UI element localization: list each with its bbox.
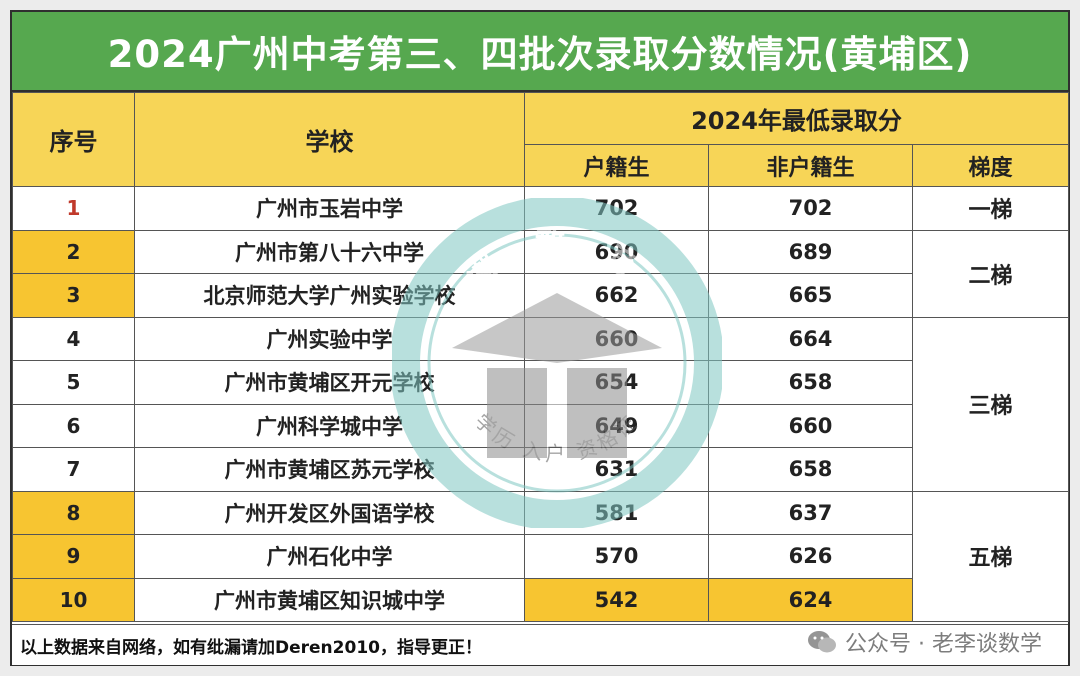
local-score: 649 [524,403,709,448]
row-index: 7 [12,447,135,492]
school-name: 广州市玉岩中学 [134,186,525,231]
header-nonlocal: 非户籍生 [708,144,913,187]
school-name: 广州开发区外国语学校 [134,490,525,535]
table-row: 8 广州开发区外国语学校 581 637 五梯 [12,490,1070,622]
nonlocal-score: 637 [708,490,913,535]
page-title: 2024广州中考第三、四批次录取分数情况(黄埔区) [12,12,1068,92]
row-index: 2 [12,229,135,274]
footer: 以上数据来自网络，如有纰漏请加Deren2010，指导更正！ [12,624,1068,665]
local-score: 662 [524,273,709,318]
local-score: 542 [524,577,709,622]
table-row: 3 北京师范大学广州实验学校 662 665 [12,273,1069,318]
local-score: 654 [524,360,709,405]
school-name: 广州市黄埔区知识城中学 [134,577,525,622]
local-score: 570 [524,534,709,579]
nonlocal-score: 689 [708,229,913,274]
score-table-card: 2024广州中考第三、四批次录取分数情况(黄埔区) 序号 学校 2024年最低录… [10,10,1070,666]
nonlocal-score: 665 [708,273,913,318]
table-row: 1 广州市玉岩中学 702 702 一梯 [12,186,1070,231]
header-local: 户籍生 [524,144,709,187]
table-row: 5 广州市黄埔区开元学校 654 658 [12,360,1069,405]
local-score: 702 [524,186,709,231]
nonlocal-score: 660 [708,403,913,448]
table-row: 7 广州市黄埔区苏元学校 631 658 [12,447,1069,492]
score-table: 序号 学校 2024年最低录取分 户籍生 非户籍生 梯度 1 广州市玉岩中学 7… [12,92,1070,622]
school-name: 北京师范大学广州实验学校 [134,273,525,318]
row-index: 9 [12,534,135,579]
header-tier: 梯度 [911,144,1070,187]
row-index: 6 [12,403,135,448]
local-score: 690 [524,229,709,274]
header-min-score-group: 2024年最低录取分 [523,92,1070,145]
row-index: 1 [12,186,135,231]
header-school: 学校 [134,92,525,187]
school-name: 广州市黄埔区苏元学校 [134,447,525,492]
school-name: 广州科学城中学 [134,403,525,448]
table-row: 6 广州科学城中学 649 660 [12,403,1069,448]
wechat-handle-text: 公众号 · 老李谈数学 [845,632,1042,657]
tier-label: 五梯 [911,490,1070,622]
table-row: 4 广州实验中学 660 664 三梯 [12,316,1070,492]
local-score: 660 [524,316,709,361]
wechat-handle: 公众号 · 老李谈数学 [807,618,1042,666]
row-index: 3 [12,273,135,318]
header-index: 序号 [12,92,135,187]
local-score: 631 [524,447,709,492]
tier-label: 二梯 [911,229,1070,318]
table-row: 10 广州市黄埔区知识城中学 542 624 [12,577,1069,622]
tier-label: 三梯 [911,316,1070,492]
school-name: 广州市第八十六中学 [134,229,525,274]
nonlocal-score: 658 [708,447,913,492]
school-name: 广州实验中学 [134,316,525,361]
wechat-icon [808,631,837,653]
row-index: 10 [12,577,135,622]
school-name: 广州市黄埔区开元学校 [134,360,525,405]
local-score: 581 [524,490,709,535]
row-index: 8 [12,490,135,535]
nonlocal-score: 626 [708,534,913,579]
nonlocal-score: 664 [708,316,913,361]
table-row: 2 广州市第八十六中学 690 689 二梯 [12,229,1070,318]
school-name: 广州石化中学 [134,534,525,579]
table-row: 9 广州石化中学 570 626 [12,534,1069,579]
footer-note: 以上数据来自网络，如有纰漏请加Deren2010，指导更正！ [20,637,482,658]
nonlocal-score: 658 [708,360,913,405]
nonlocal-score: 624 [708,577,913,622]
row-index: 5 [12,360,135,405]
nonlocal-score: 702 [708,186,913,231]
row-index: 4 [12,316,135,361]
tier-label: 一梯 [911,186,1070,231]
